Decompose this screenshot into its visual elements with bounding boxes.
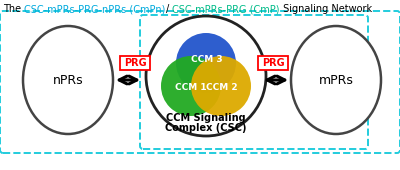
Circle shape [176,33,236,93]
Text: CCM 1: CCM 1 [175,82,207,91]
Text: PRG: PRG [124,58,146,68]
Text: /: / [166,4,172,14]
Text: Complex (CSC): Complex (CSC) [165,123,247,133]
Text: nPRs: nPRs [53,73,83,87]
FancyBboxPatch shape [120,56,150,70]
Circle shape [146,16,266,136]
Ellipse shape [291,26,381,134]
Text: CCM 3: CCM 3 [191,55,223,64]
Text: The: The [3,4,24,14]
Ellipse shape [23,26,113,134]
Text: PRG: PRG [262,58,284,68]
Circle shape [191,56,251,116]
FancyBboxPatch shape [0,11,400,153]
FancyBboxPatch shape [258,56,288,70]
FancyBboxPatch shape [140,15,368,149]
Text: CCM Signaling: CCM Signaling [166,113,246,123]
Text: CCM 2: CCM 2 [206,82,238,91]
Circle shape [161,56,221,116]
Text: CSC-mPRs-PRG (CmP): CSC-mPRs-PRG (CmP) [172,4,280,14]
Text: Signaling Network: Signaling Network [280,4,372,14]
Text: CSC-mPRs-PRG-nPRs (CmPn): CSC-mPRs-PRG-nPRs (CmPn) [24,4,166,14]
Text: mPRs: mPRs [318,73,354,87]
